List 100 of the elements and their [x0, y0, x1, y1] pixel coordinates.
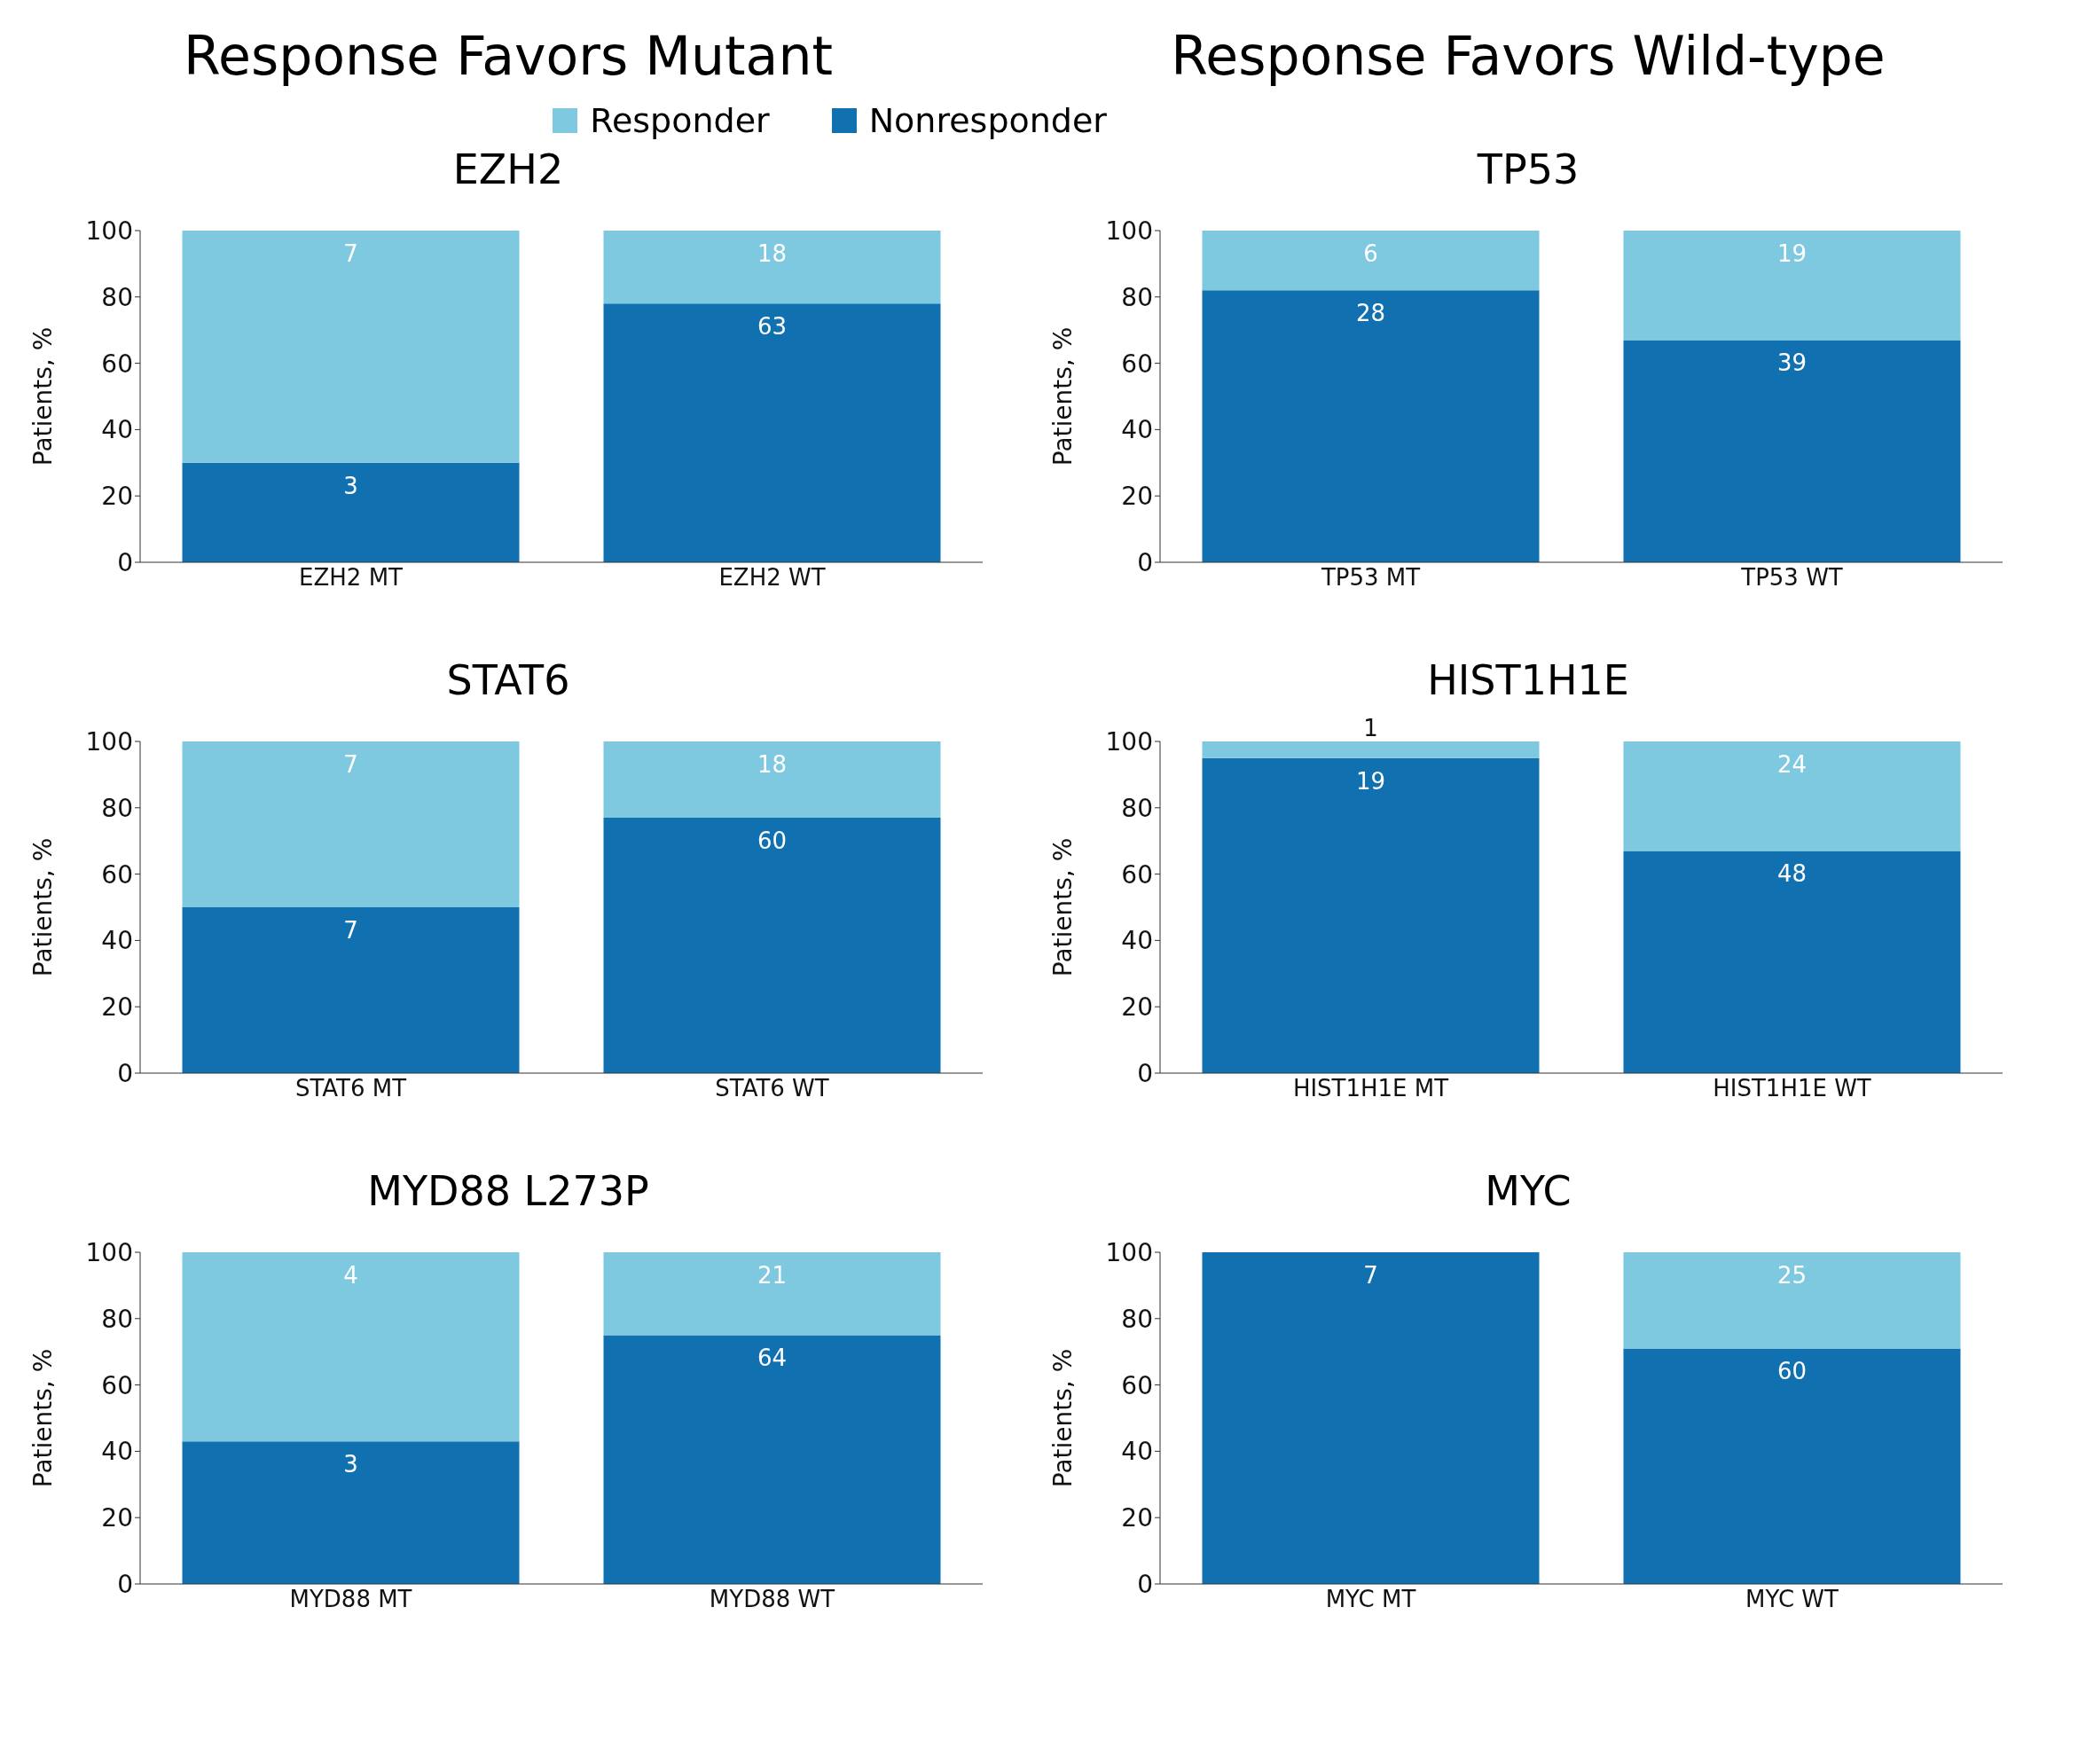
bar	[182, 462, 520, 562]
annotation: 7	[343, 239, 358, 267]
bar	[603, 231, 941, 304]
x-tick-label: STAT6 MT	[294, 1075, 407, 1102]
bar	[603, 1252, 941, 1336]
bar	[182, 1252, 520, 1442]
annotation: 7	[1363, 1261, 1378, 1289]
bar	[1623, 231, 1961, 341]
bar	[1623, 340, 1961, 562]
y-tick-label: 100	[85, 216, 133, 246]
annotation: 64	[757, 1345, 788, 1372]
annotation: 19	[1776, 239, 1807, 267]
bar	[603, 741, 941, 819]
y-axis-title: Patients, %	[1047, 1348, 1078, 1488]
annotation: 6	[1363, 239, 1378, 267]
x-tick-label: MYD88 MT	[289, 1586, 412, 1613]
x-tick-label: MYC WT	[1745, 1586, 1839, 1613]
y-tick-label: 20	[1121, 1503, 1153, 1533]
bar	[1202, 231, 1540, 291]
annotation: 48	[1776, 860, 1807, 888]
bar	[603, 303, 941, 562]
y-tick-label: 80	[101, 793, 133, 823]
y-axis-title: Patients, %	[1047, 326, 1078, 466]
annotation: 21	[757, 1261, 788, 1289]
x-tick-label: TP53 MT	[1320, 564, 1421, 592]
annotation: 28	[1355, 300, 1386, 327]
y-tick-label: 40	[1121, 926, 1153, 956]
y-tick-label: 80	[1121, 793, 1153, 823]
y-tick-label: 80	[101, 1304, 133, 1334]
legend-label: Nonresponder	[868, 101, 1107, 140]
chart-title: EZH2	[451, 145, 565, 195]
bar	[1202, 741, 1540, 758]
y-tick-label: 60	[1121, 859, 1153, 890]
text: Response Favors Mutant	[183, 25, 834, 89]
x-tick-label: HIST1H1E WT	[1713, 1075, 1871, 1102]
annotation: 7	[343, 916, 358, 944]
x-tick-label: STAT6 WT	[715, 1075, 829, 1102]
annotation: 19	[1355, 767, 1386, 795]
y-tick-label: 40	[101, 415, 133, 445]
chart-title: HIST1H1E	[1426, 656, 1630, 706]
y-tick-label: 80	[101, 282, 133, 312]
annotation: 60	[1776, 1358, 1807, 1385]
y-tick-label: 100	[1105, 726, 1153, 757]
y-tick-label: 60	[101, 1370, 133, 1400]
bar	[182, 231, 520, 463]
bar	[1202, 290, 1540, 562]
annotation: 3	[343, 472, 358, 499]
y-tick-label: 100	[1105, 216, 1153, 246]
y-tick-label: 0	[1137, 1569, 1153, 1599]
annotation: 18	[757, 239, 788, 267]
y-axis-title: Patients, %	[27, 326, 58, 466]
x-tick-label: TP53 WT	[1740, 564, 1843, 592]
annotation: 39	[1776, 349, 1807, 377]
annotation: 7	[343, 750, 358, 778]
bar	[603, 818, 941, 1073]
annotation: 60	[757, 827, 788, 854]
bar	[182, 741, 520, 907]
y-tick-label: 20	[1121, 992, 1153, 1023]
y-tick-label: 100	[1105, 1237, 1153, 1267]
y-tick-label: 0	[117, 1058, 133, 1088]
annotation: 4	[343, 1261, 358, 1289]
x-tick-label: HIST1H1E MT	[1292, 1075, 1449, 1102]
x-tick-label: MYC MT	[1325, 1586, 1416, 1613]
y-tick-label: 40	[1121, 1437, 1153, 1467]
y-axis-title: Patients, %	[27, 1348, 58, 1488]
bar	[182, 907, 520, 1073]
chart-title: TP53	[1476, 145, 1580, 195]
chart-title: MYC	[1484, 1167, 1572, 1217]
y-tick-label: 60	[1121, 1370, 1153, 1400]
y-axis-title: Patients, %	[1047, 837, 1078, 977]
y-axis-title: Patients, %	[27, 837, 58, 977]
y-tick-label: 40	[101, 1437, 133, 1467]
annotation: 63	[757, 313, 788, 341]
y-tick-label: 80	[1121, 1304, 1153, 1334]
y-tick-label: 20	[101, 482, 133, 512]
legend-label: Responder	[590, 101, 770, 140]
y-tick-label: 0	[117, 1569, 133, 1599]
x-tick-label: EZH2 MT	[299, 564, 404, 592]
annotation: 3	[343, 1450, 358, 1478]
bar	[1623, 741, 1961, 851]
annotation: 24	[1776, 750, 1807, 778]
y-tick-label: 0	[1137, 1058, 1153, 1088]
x-tick-label: MYD88 WT	[709, 1586, 835, 1613]
annotation: 1	[1363, 715, 1378, 741]
y-tick-label: 80	[1121, 282, 1153, 312]
y-tick-label: 40	[1121, 415, 1153, 445]
y-tick-label: 20	[101, 1503, 133, 1533]
annotation: 18	[757, 750, 788, 778]
y-tick-label: 100	[85, 1237, 133, 1267]
y-tick-label: 0	[1137, 547, 1153, 577]
bar	[603, 1335, 941, 1584]
y-tick-label: 60	[1121, 349, 1153, 379]
y-tick-label: 60	[101, 349, 133, 379]
bar	[1202, 757, 1540, 1073]
y-tick-label: 40	[101, 926, 133, 956]
y-tick-label: 100	[85, 726, 133, 757]
y-tick-label: 20	[101, 992, 133, 1023]
chart-title: STAT6	[445, 656, 571, 706]
annotation: 25	[1776, 1261, 1807, 1289]
bar	[182, 1441, 520, 1584]
